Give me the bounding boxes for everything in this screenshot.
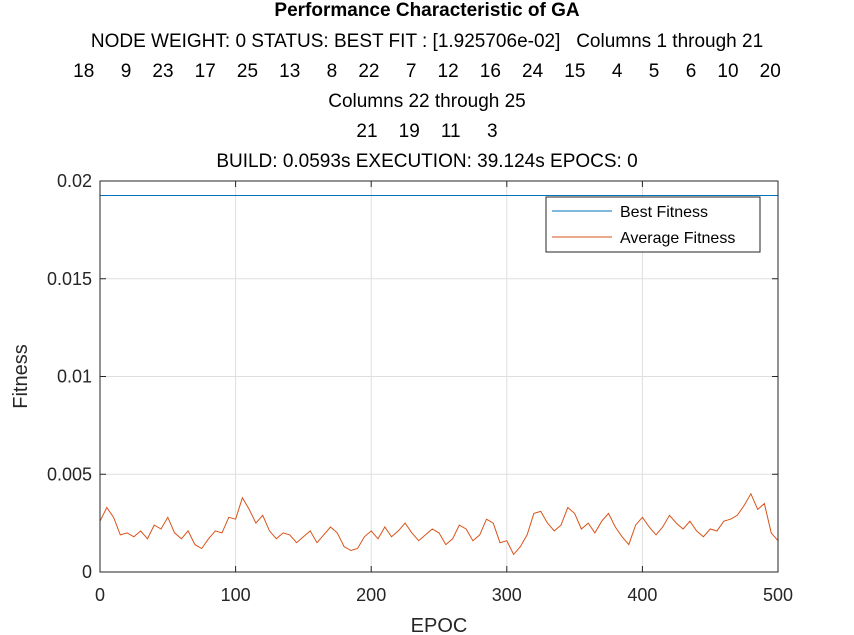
title-line-status: NODE WEIGHT: 0 STATUS: BEST FIT : [1.925… (90, 31, 764, 52)
x-tick-label: 500 (763, 585, 793, 605)
x-tick-label: 400 (627, 585, 657, 605)
legend-label-average: Average Fitness (620, 230, 735, 247)
y-tick-label: 0 (82, 562, 92, 582)
y-tick-label: 0.015 (47, 269, 92, 289)
grid-layer (100, 181, 778, 572)
title-line-columns-values-1: 18 9 23 17 25 13 8 22 7 12 16 24 15 4 5 … (73, 61, 781, 82)
legend-box (545, 196, 761, 253)
series-layer (99, 195, 779, 556)
x-axis-label: EPOC (411, 615, 468, 635)
title-line-columns-values-2: 21 19 11 3 (356, 121, 498, 142)
chart-title: Performance Characteristic of GA (274, 0, 580, 21)
average-fitness-line (99, 492, 779, 556)
legend[interactable]: Best Fitness Average Fitness (545, 196, 761, 253)
tick-labels: 0 100 200 300 400 500 0 0.005 0.01 0.015 0.02 (47, 171, 793, 605)
y-tick-label: 0.02 (57, 171, 92, 191)
y-tick-label: 0.005 (47, 464, 92, 484)
x-tick-label: 200 (356, 585, 386, 605)
x-tick-label: 0 (95, 585, 105, 605)
x-tick-label: 100 (221, 585, 251, 605)
y-tick-label: 0.01 (57, 367, 92, 387)
x-tick-label: 300 (492, 585, 522, 605)
legend-label-best: Best Fitness (620, 204, 708, 221)
y-axis-label: Fitness (10, 344, 32, 408)
title-line-build-execution: BUILD: 0.0593s EXECUTION: 39.124s EPOCS:… (216, 151, 638, 172)
tick-layer (99, 180, 779, 573)
title-line-columns-header-2: Columns 22 through 25 (328, 91, 526, 112)
